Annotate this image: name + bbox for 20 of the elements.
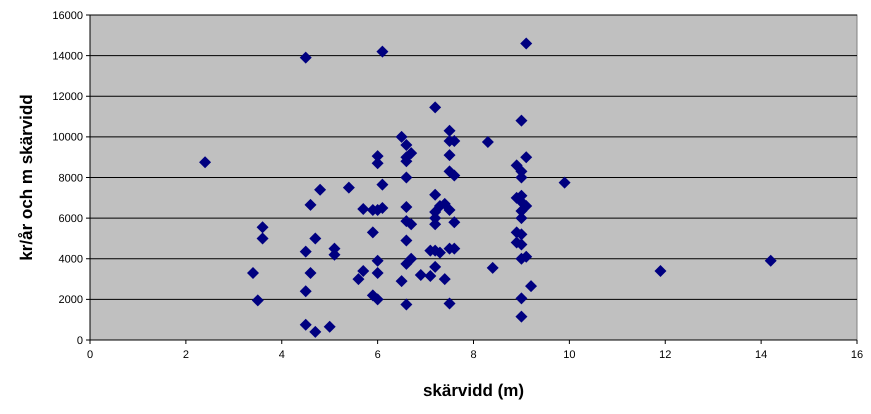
- y-tick-label: 0: [76, 334, 83, 347]
- x-tick-label: 2: [182, 349, 189, 361]
- y-axis-title: kr/år och m skärvidd: [17, 94, 36, 261]
- y-tick-label: 10000: [52, 132, 83, 144]
- y-tick-label: 12000: [52, 91, 83, 104]
- x-tick-label: 8: [470, 349, 477, 361]
- x-tick-label: 12: [659, 349, 672, 361]
- x-tick-label: 0: [86, 349, 94, 361]
- y-tick-label: 6000: [58, 212, 83, 225]
- x-tick-label: 16: [850, 349, 864, 361]
- y-tick-label: 14000: [52, 50, 83, 62]
- y-tick-label: 16000: [52, 10, 83, 22]
- y-tick-label: 8000: [58, 172, 83, 184]
- x-tick-label: 6: [374, 349, 381, 361]
- x-tick-label: 10: [563, 349, 576, 361]
- x-tick-label: 14: [755, 349, 768, 361]
- y-tick-label: 2000: [58, 294, 83, 306]
- x-axis-title: skärvidd (m): [422, 381, 524, 400]
- y-tick-label: 4000: [58, 254, 83, 266]
- x-tick-label: 4: [278, 349, 285, 361]
